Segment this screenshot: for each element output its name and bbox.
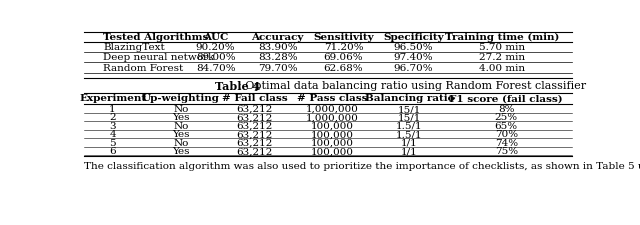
Text: 79.70%: 79.70% <box>258 64 298 73</box>
Text: 1.5/1: 1.5/1 <box>396 122 422 130</box>
Text: Yes: Yes <box>172 130 189 139</box>
Text: Yes: Yes <box>172 147 189 156</box>
Text: 1/1: 1/1 <box>401 138 418 147</box>
Text: 100,000: 100,000 <box>310 130 353 139</box>
Text: 27.2 min: 27.2 min <box>479 53 525 62</box>
Text: BlazingText: BlazingText <box>103 43 165 51</box>
Text: 3: 3 <box>109 122 116 130</box>
Text: 100,000: 100,000 <box>310 122 353 130</box>
Text: Specificity: Specificity <box>383 33 444 42</box>
Text: 97.40%: 97.40% <box>394 53 433 62</box>
Text: 70%: 70% <box>495 130 518 139</box>
Text: 89.00%: 89.00% <box>196 53 236 62</box>
Text: 83.90%: 83.90% <box>258 43 298 51</box>
Text: 74%: 74% <box>495 138 518 147</box>
Text: 71.20%: 71.20% <box>324 43 364 51</box>
Text: 15/1: 15/1 <box>397 105 421 113</box>
Text: 69.06%: 69.06% <box>324 53 364 62</box>
Text: 1,000,000: 1,000,000 <box>305 113 358 122</box>
Text: 63,212: 63,212 <box>236 122 273 130</box>
Text: 8%: 8% <box>498 105 515 113</box>
Text: The classification algorithm was also used to prioritize the importance of check: The classification algorithm was also us… <box>84 161 640 170</box>
Text: No: No <box>173 105 188 113</box>
Text: No: No <box>173 138 188 147</box>
Text: Table 4: Table 4 <box>214 81 260 92</box>
Text: 1.5/1: 1.5/1 <box>396 130 422 139</box>
Text: 100,000: 100,000 <box>310 147 353 156</box>
Text: 75%: 75% <box>495 147 518 156</box>
Text: Accuracy: Accuracy <box>252 33 304 42</box>
Text: AUC: AUC <box>203 33 228 42</box>
Text: 4: 4 <box>109 130 116 139</box>
Text: 100,000: 100,000 <box>310 138 353 147</box>
Text: 63,212: 63,212 <box>236 105 273 113</box>
Text: 63,212: 63,212 <box>236 147 273 156</box>
Text: # Fail class: # Fail class <box>221 94 287 103</box>
Text: 1/1: 1/1 <box>401 147 418 156</box>
Text: Balancing ratio: Balancing ratio <box>365 94 454 103</box>
Text: 6: 6 <box>109 147 116 156</box>
Text: 2: 2 <box>109 113 116 122</box>
Text: Random Forest: Random Forest <box>103 64 184 73</box>
Text: F1 score (fail class): F1 score (fail class) <box>449 94 563 103</box>
Text: 15/1: 15/1 <box>397 113 421 122</box>
Text: 96.70%: 96.70% <box>394 64 433 73</box>
Text: No: No <box>173 122 188 130</box>
Text: 25%: 25% <box>495 113 518 122</box>
Text: 90.20%: 90.20% <box>196 43 236 51</box>
Text: 1: 1 <box>109 105 116 113</box>
Text: Deep neural network: Deep neural network <box>103 53 214 62</box>
Text: 63,212: 63,212 <box>236 130 273 139</box>
Text: 62.68%: 62.68% <box>324 64 364 73</box>
Text: 84.70%: 84.70% <box>196 64 236 73</box>
Text: Sensitivity: Sensitivity <box>313 33 374 42</box>
Text: Training time (min): Training time (min) <box>445 33 559 42</box>
Text: 83.28%: 83.28% <box>258 53 298 62</box>
Text: 65%: 65% <box>495 122 518 130</box>
Text: 63,212: 63,212 <box>236 113 273 122</box>
Text: 96.50%: 96.50% <box>394 43 433 51</box>
Text: Up-weighting: Up-weighting <box>142 94 220 103</box>
Text: 5.70 min: 5.70 min <box>479 43 525 51</box>
Text: 1,000,000: 1,000,000 <box>305 105 358 113</box>
Text: # Pass class: # Pass class <box>296 94 367 103</box>
Text: 5: 5 <box>109 138 116 147</box>
Text: : Optimal data balancing ratio using Random Forest classifier: : Optimal data balancing ratio using Ran… <box>238 81 586 91</box>
Text: Tested Algorithms: Tested Algorithms <box>103 33 209 42</box>
Text: Experiment: Experiment <box>79 94 146 103</box>
Text: Yes: Yes <box>172 113 189 122</box>
Text: 63,212: 63,212 <box>236 138 273 147</box>
Text: 4.00 min: 4.00 min <box>479 64 525 73</box>
